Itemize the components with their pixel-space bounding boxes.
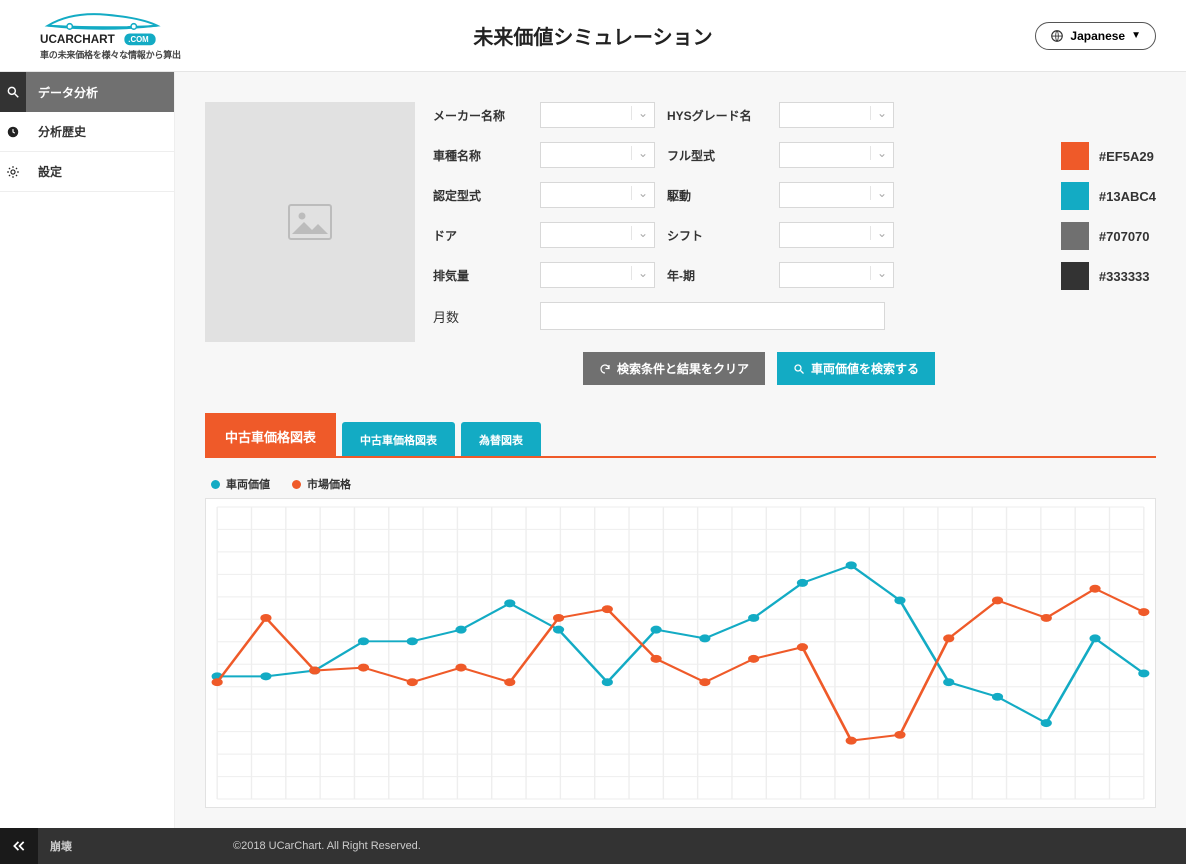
label-cert-model: 認定型式 — [433, 187, 528, 204]
tabs: 中古車価格図表 中古車価格図表 為替図表 — [205, 413, 1156, 458]
language-button[interactable]: Japanese ▼ — [1035, 22, 1156, 50]
select-cert-model[interactable] — [540, 182, 655, 208]
clock-icon — [0, 112, 26, 152]
legend-dot — [292, 480, 301, 489]
sidebar-item-label: 設定 — [38, 163, 62, 180]
sidebar-item-data-analysis[interactable]: データ分析 — [0, 72, 174, 112]
select-shift[interactable] — [779, 222, 894, 248]
label-month: 月数 — [433, 307, 528, 326]
palette-label: #333333 — [1099, 269, 1150, 284]
palette-row: #EF5A29 — [1061, 142, 1156, 170]
search-button-label: 車両価値を検索する — [811, 360, 919, 377]
gear-icon — [0, 152, 26, 192]
header: UCARCHART .COM 車の未来価格を様々な情報から算出 未来価値シミュレ… — [0, 0, 1186, 72]
select-full-model[interactable] — [779, 142, 894, 168]
sidebar-item-label: データ分析 — [38, 84, 98, 101]
label-full-model: フル型式 — [667, 147, 767, 164]
select-door[interactable] — [540, 222, 655, 248]
select-year-period[interactable] — [779, 262, 894, 288]
page-title: 未来価値シミュレーション — [473, 21, 712, 50]
content: メーカー名称 HYSグレード名 車種名称 フル型式 認定型式 駆動 ドア シフト — [175, 72, 1186, 828]
car-logo-icon: UCARCHART .COM — [40, 10, 165, 46]
legend-dot — [211, 480, 220, 489]
sidebar-item-history[interactable]: 分析歴史 — [0, 112, 174, 152]
chart-svg — [206, 499, 1155, 807]
select-drive[interactable] — [779, 182, 894, 208]
copyright: ©2018 UCarChart. All Right Reserved. — [173, 840, 421, 852]
palette-label: #13ABC4 — [1099, 189, 1156, 204]
tab-used-car-chart-2[interactable]: 中古車価格図表 — [342, 422, 455, 456]
image-placeholder — [205, 102, 415, 342]
swatch — [1061, 182, 1089, 210]
svg-text:UCARCHART: UCARCHART — [40, 33, 116, 46]
sidebar-item-label: 分析歴史 — [38, 123, 86, 140]
label-year-period: 年-期 — [667, 267, 767, 284]
svg-text:.COM: .COM — [128, 35, 148, 44]
label-shift: シフト — [667, 227, 767, 244]
label-door: ドア — [433, 227, 528, 244]
palette-row: #707070 — [1061, 222, 1156, 250]
caret-down-icon: ▼ — [1131, 30, 1141, 41]
legend-label: 市場価格 — [307, 476, 351, 492]
select-displacement[interactable] — [540, 262, 655, 288]
swatch — [1061, 222, 1089, 250]
label-car-name: 車種名称 — [433, 147, 528, 164]
legend-label: 車両価値 — [226, 476, 270, 492]
legend-item: 市場価格 — [292, 476, 351, 492]
label-hys-grade: HYSグレード名 — [667, 107, 767, 124]
palette-row: #333333 — [1061, 262, 1156, 290]
logo[interactable]: UCARCHART .COM 車の未来価格を様々な情報から算出 — [40, 10, 181, 61]
search-form: メーカー名称 HYSグレード名 車種名称 フル型式 認定型式 駆動 ドア シフト — [433, 102, 1156, 385]
collapse-label: 崩壊 — [38, 838, 173, 854]
legend-item: 車両価値 — [211, 476, 270, 492]
sidebar: データ分析 分析歴史 設定 — [0, 72, 175, 828]
search-icon — [793, 363, 805, 375]
line-chart — [205, 498, 1156, 808]
clear-button[interactable]: 検索条件と結果をクリア — [583, 352, 765, 385]
logo-tagline: 車の未来価格を様々な情報から算出 — [40, 48, 181, 61]
collapse-button[interactable] — [0, 828, 38, 864]
globe-icon — [1050, 29, 1064, 43]
palette-label: #EF5A29 — [1099, 149, 1154, 164]
label-drive: 駆動 — [667, 187, 767, 204]
select-car-name[interactable] — [540, 142, 655, 168]
label-displacement: 排気量 — [433, 267, 528, 284]
chart-legend: 車両価値 市場価格 — [211, 476, 1156, 492]
refresh-icon — [599, 363, 611, 375]
footer: 崩壊 ©2018 UCarChart. All Right Reserved. — [0, 828, 1186, 864]
select-hys-grade[interactable] — [779, 102, 894, 128]
search-icon — [0, 72, 26, 112]
chevron-double-left-icon — [12, 840, 26, 852]
swatch — [1061, 142, 1089, 170]
month-input[interactable] — [540, 302, 885, 330]
label-maker: メーカー名称 — [433, 107, 528, 124]
clear-button-label: 検索条件と結果をクリア — [617, 360, 749, 377]
swatch — [1061, 262, 1089, 290]
sidebar-item-settings[interactable]: 設定 — [0, 152, 174, 192]
tab-exchange-chart[interactable]: 為替図表 — [461, 422, 541, 456]
color-palette: #EF5A29 #13ABC4 #707070 #333333 — [1061, 142, 1156, 290]
search-button[interactable]: 車両価値を検索する — [777, 352, 935, 385]
image-icon — [288, 204, 332, 240]
tab-used-car-chart-1[interactable]: 中古車価格図表 — [205, 413, 336, 456]
palette-label: #707070 — [1099, 229, 1150, 244]
language-label: Japanese — [1070, 29, 1125, 43]
select-maker[interactable] — [540, 102, 655, 128]
palette-row: #13ABC4 — [1061, 182, 1156, 210]
